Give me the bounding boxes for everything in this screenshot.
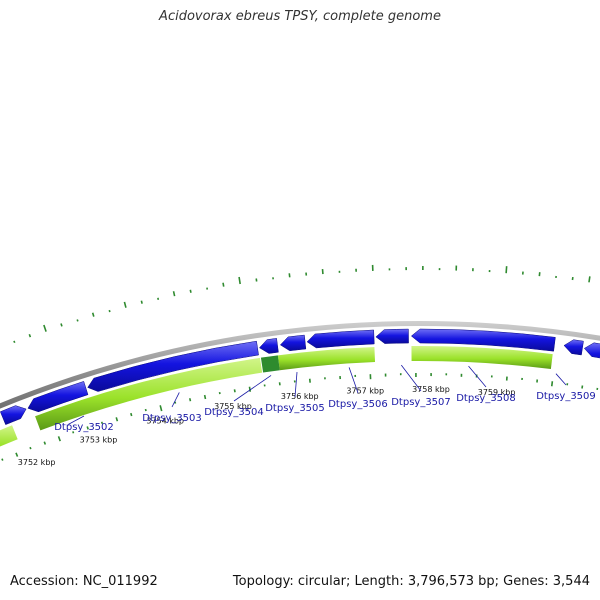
gene-label: Dtpsy_3507	[391, 397, 451, 408]
gc-skew-mark	[29, 446, 32, 450]
gc-skew-mark	[57, 436, 61, 442]
gene-label: Dtpsy_3506	[328, 399, 388, 410]
gc-skew-mark	[108, 309, 111, 313]
reverse-gene-block	[0, 425, 18, 447]
forward-gene-arrow	[306, 329, 375, 349]
gc-skew-mark	[28, 333, 32, 338]
position-tick-label: 3752 kbp	[18, 458, 56, 467]
gc-skew-mark	[76, 319, 79, 322]
gc-skew-mark	[91, 312, 95, 317]
genome-title: Acidovorax ebreus TPSY, complete genome	[159, 9, 441, 24]
gene-label-connector	[555, 373, 567, 386]
forward-gene-arrow	[410, 328, 556, 352]
gene-label-connector	[401, 364, 422, 392]
gene-label-connector	[468, 365, 487, 388]
forward-gene-arrow	[259, 338, 279, 354]
position-tick-label: 3753 kbp	[80, 436, 118, 445]
gc-skew-mark	[43, 324, 47, 332]
gc-skew-mark	[123, 301, 127, 308]
forward-gene-arrow	[563, 339, 584, 356]
gene-label-connector	[294, 372, 298, 398]
gc-skew-mark	[86, 426, 89, 430]
forward-gene-arrow	[375, 328, 409, 344]
gc-skew-mark	[72, 431, 75, 434]
backbone-track	[0, 321, 600, 409]
reverse-gene-block	[35, 357, 263, 431]
gc-skew-mark	[159, 405, 163, 412]
forward-gene-arrow	[0, 405, 27, 425]
gc-skew-mark	[140, 300, 143, 304]
forward-strand-track	[0, 328, 600, 425]
reverse-strand-track	[0, 346, 553, 447]
forward-gene-arrow	[27, 381, 89, 413]
gc-skew-mark	[43, 441, 47, 445]
gc-skew-mark	[13, 340, 16, 344]
gene-label: Dtpsy_3508	[456, 393, 516, 404]
gc-skew-mark	[100, 421, 104, 424]
gc-skew-mark	[115, 417, 119, 422]
gene-label: Dtpsy_3502	[54, 422, 114, 433]
position-tick-label: 3757 kbp	[346, 386, 384, 395]
gc-skew-mark	[248, 386, 252, 392]
position-tick-label: 3756 kbp	[281, 392, 319, 401]
gene-label-connector	[171, 392, 180, 408]
gene-label-connector	[233, 375, 272, 402]
gc-skew-mark	[505, 266, 508, 274]
position-tick-label: 3755 kbp	[214, 402, 252, 411]
forward-gene-arrow	[87, 340, 259, 392]
position-tick-label: 3759 kbp	[478, 388, 516, 397]
forward-gene-arrow	[279, 334, 307, 352]
reverse-gene-block	[277, 346, 376, 371]
gc-skew-mark	[203, 394, 207, 400]
gene-label: Dtpsy_3509	[536, 391, 596, 402]
gene-label: Dtpsy_3504	[204, 407, 264, 418]
gc-skew-mark	[189, 289, 192, 293]
accession-text: Accession: NC_011992	[10, 574, 158, 589]
forward-gene-arrow	[583, 342, 600, 359]
gc-skew-track	[1, 264, 599, 461]
gene-label: Dtpsy_3505	[265, 403, 325, 414]
gc-skew-mark	[588, 276, 591, 283]
gene-label-connector	[348, 367, 359, 394]
gc-skew-mark	[238, 276, 241, 285]
gc-skew-mark	[144, 408, 147, 412]
gc-skew-mark	[172, 291, 176, 297]
gc-skew-mark	[1, 458, 4, 461]
gc-skew-mark	[15, 452, 19, 457]
reverse-gene-block	[411, 346, 553, 370]
position-ticks: 3752 kbp 3753 kbp 3754 kbp 3755 kbp 3756 kbp…	[18, 385, 516, 467]
gc-skew-mark	[60, 323, 63, 327]
gc-skew-mark	[188, 398, 192, 402]
gc-skew-mark	[233, 389, 236, 393]
reverse-gene-highlight	[260, 355, 280, 373]
position-tick-label: 3754 kbp	[146, 417, 184, 426]
genome-summary-text: Topology: circular; Length: 3,796,573 bp…	[232, 574, 590, 589]
gc-skew-mark	[550, 381, 554, 387]
gene-label: Dtpsy_3503	[142, 413, 202, 424]
backbone-ring	[0, 321, 600, 409]
gc-skew-mark	[130, 412, 133, 417]
position-tick-label: 3758 kbp	[412, 385, 450, 394]
gene-label-connector	[67, 415, 85, 425]
gc-skew-mark	[222, 282, 225, 287]
